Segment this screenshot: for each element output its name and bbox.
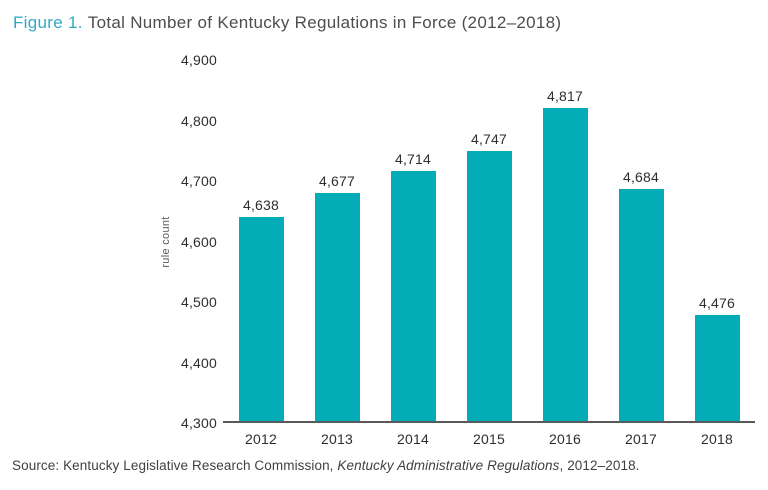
figure-title-text: Total Number of Kentucky Regulations in … [87, 13, 562, 32]
figure-label: Figure 1. [13, 13, 83, 32]
y-tick-label: 4,900 [180, 52, 217, 68]
bar-2016 [542, 108, 588, 421]
bar-slot-2014: 4,714 [375, 60, 451, 421]
y-tick-label: 4,500 [180, 294, 217, 310]
bar-value-label: 4,684 [622, 168, 660, 185]
bar-value-label: 4,638 [242, 196, 280, 213]
bar-slot-2016: 4,817 [527, 60, 603, 421]
x-tick-label-2013: 2013 [321, 431, 353, 447]
bar-slot-2017: 4,684 [603, 60, 679, 421]
x-tick-label-2017: 2017 [625, 431, 657, 447]
bar-value-label: 4,747 [470, 130, 508, 147]
bar-slot-2018: 4,476 [679, 60, 755, 421]
bar-value-label: 4,817 [546, 88, 584, 105]
figure-title: Figure 1. Total Number of Kentucky Regula… [13, 13, 561, 33]
y-tick-label: 4,700 [180, 173, 217, 189]
plot-area: 4,638 4,677 4,714 4,747 4,817 4,684 4,476 [223, 60, 755, 423]
source-publication: Kentucky Administrative Regulations [337, 458, 560, 473]
x-tick-label-2016: 2016 [549, 431, 581, 447]
x-tick-label-2012: 2012 [245, 431, 277, 447]
y-tick-label: 4,400 [180, 354, 217, 371]
bar-2017 [618, 188, 664, 421]
y-tick-label: 4,800 [180, 112, 217, 129]
bar-2014 [390, 170, 436, 421]
source-suffix: , 2012–2018. [559, 458, 640, 473]
bar-slot-2012: 4,638 [223, 60, 299, 421]
bar-value-label: 4,677 [318, 172, 356, 189]
x-tick-label-2015: 2015 [473, 431, 505, 447]
bar-2013 [314, 192, 360, 421]
bar-slot-2015: 4,747 [451, 60, 527, 421]
bar-value-label: 4,476 [698, 294, 736, 311]
x-axis-labels: 2012 2013 2014 2015 2016 2017 2018 [223, 427, 755, 447]
y-tick-label: 4,300 [180, 415, 217, 431]
bar-2012 [238, 216, 284, 421]
x-tick-label-2018: 2018 [701, 431, 733, 447]
y-tick-label: 4,600 [180, 233, 217, 250]
bar-2018 [694, 314, 740, 421]
source-note: Source: Kentucky Legislative Research Co… [12, 458, 640, 473]
bar-value-label: 4,714 [394, 150, 432, 167]
source-prefix: Source: Kentucky Legislative Research Co… [12, 458, 338, 473]
bar-slot-2013: 4,677 [299, 60, 375, 421]
x-tick-label-2014: 2014 [397, 431, 429, 447]
bar-2015 [466, 150, 512, 421]
y-axis-tick-labels: 4,300 4,400 4,500 4,600 4,700 4,800 4,900 [148, 52, 217, 431]
